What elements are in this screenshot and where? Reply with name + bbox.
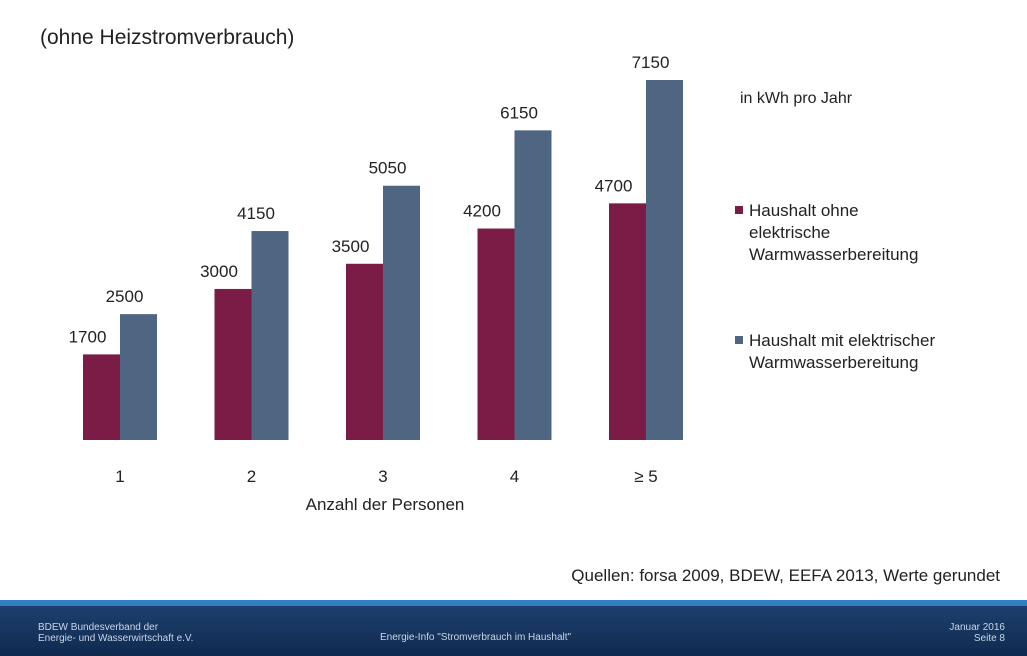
value-label: 4150 (237, 204, 275, 223)
value-label: 7150 (632, 53, 670, 72)
value-label: 4200 (463, 202, 501, 221)
bar (346, 263, 383, 440)
unit-note: in kWh pro Jahr (740, 90, 853, 107)
bar (120, 314, 157, 440)
value-label: 6150 (500, 103, 538, 122)
x-tick-label: 2 (247, 467, 256, 486)
value-label: 5050 (369, 159, 407, 178)
legend-item: Haushalt ohne elektrische Warmwasserbere… (735, 200, 918, 266)
value-label: 1700 (69, 327, 107, 346)
x-tick-label: 1 (115, 467, 124, 486)
footer: BDEW Bundesverband der Energie- und Wass… (0, 600, 1027, 656)
legend-swatch (735, 206, 743, 214)
value-label: 2500 (106, 287, 144, 306)
x-axis-label: Anzahl der Personen (305, 495, 465, 514)
legend-label: Haushalt ohne elektrische Warmwasserbere… (749, 201, 919, 264)
bar (609, 203, 646, 440)
chart: 1 1700 2500 2 3000 4150 3 3500 5050 4 4200 6150 ≥ 5 4… (69, 53, 683, 486)
chart-title: (ohne Heizstromverbrauch) (40, 26, 295, 49)
legend-item: Haushalt mit elektrischer Warmwasserbere… (735, 330, 935, 374)
legend-swatch (735, 336, 743, 344)
bar (646, 80, 683, 440)
bar (477, 228, 515, 440)
footer-left: BDEW Bundesverband der Energie- und Wass… (38, 622, 194, 644)
value-label: 3000 (200, 262, 238, 281)
bar (83, 354, 120, 440)
x-tick-label: 4 (510, 467, 519, 486)
bar (514, 130, 552, 440)
bar (251, 231, 289, 440)
bar (214, 288, 252, 440)
source-note: Quellen: forsa 2009, BDEW, EEFA 2013, We… (571, 566, 1000, 585)
value-label: 4700 (595, 176, 633, 195)
footer-right: Januar 2016 Seite 8 (949, 622, 1005, 644)
x-tick-label: ≥ 5 (634, 467, 658, 486)
value-label: 3500 (332, 237, 370, 256)
legend-label: Haushalt mit elektrischer Warmwasserbere… (749, 331, 936, 372)
x-tick-label: 3 (378, 467, 387, 486)
footer-center: Energie-Info "Stromverbrauch im Haushalt… (380, 632, 572, 643)
bar (383, 185, 420, 440)
